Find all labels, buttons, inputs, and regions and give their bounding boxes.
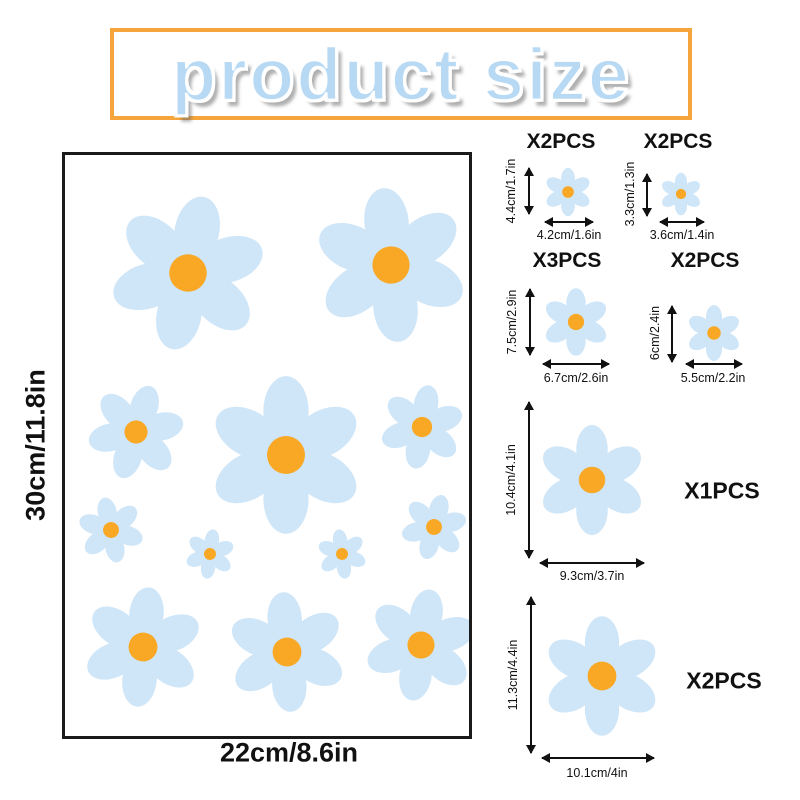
width-arrow — [659, 216, 705, 227]
height-arrow — [523, 167, 534, 215]
daisy-sticker — [305, 180, 469, 350]
spec-width-label: 9.3cm/3.7in — [559, 569, 625, 583]
height-arrow — [523, 401, 534, 559]
daisy-sticker — [313, 525, 371, 583]
daisy-sticker — [76, 581, 210, 713]
sticker-sheet — [62, 152, 472, 739]
spec-height-label: 10.4cm/4.1in — [504, 444, 518, 516]
spec-height-label: 4.4cm/1.7in — [504, 158, 518, 224]
spec-count: X1PCS — [684, 477, 760, 504]
spec-count: X3PCS — [532, 249, 602, 272]
sheet-width-label: 22cm/8.6in — [219, 737, 359, 768]
height-arrow — [641, 173, 652, 217]
spec-flower — [541, 288, 611, 356]
spec-flower — [543, 167, 593, 217]
spec-height-label: 3.3cm/1.3in — [623, 161, 637, 227]
spec-width-label: 6.7cm/2.6in — [543, 371, 609, 385]
spec-width-label: 3.6cm/1.4in — [649, 228, 715, 242]
spec-width-label: 5.5cm/2.2in — [680, 371, 746, 385]
spec-count: X2PCS — [643, 130, 713, 153]
daisy-sticker — [206, 376, 366, 534]
spec-height-label: 7.5cm/2.9in — [505, 289, 519, 355]
daisy-sticker — [393, 486, 469, 568]
height-arrow — [666, 305, 677, 363]
width-arrow — [542, 358, 610, 369]
daisy-sticker — [75, 371, 197, 493]
spec-flower — [536, 425, 648, 535]
page-title: product size — [170, 31, 631, 117]
daisy-sticker — [372, 378, 469, 476]
daisy-sticker — [181, 525, 239, 583]
spec-width-label: 4.2cm/1.6in — [536, 228, 602, 242]
daisy-sticker — [71, 490, 151, 570]
spec-flower — [541, 616, 663, 736]
daisy-sticker — [95, 180, 281, 366]
spec-height-label: 6cm/2.4in — [648, 305, 662, 361]
spec-count: X2PCS — [670, 249, 740, 272]
width-arrow — [539, 557, 645, 568]
spec-flower — [685, 305, 743, 361]
spec-height-label: 11.3cm/4.4in — [506, 639, 520, 711]
height-arrow — [524, 288, 535, 356]
sheet-flowers — [71, 180, 469, 717]
spec-count: X2PCS — [526, 130, 596, 153]
spec-width-label: 10.1cm/4in — [566, 766, 628, 780]
spec-count: X2PCS — [686, 667, 762, 694]
title-box: product size — [110, 28, 692, 120]
width-arrow — [544, 216, 594, 227]
sheet-height-label: 30cm/11.8in — [20, 369, 51, 521]
width-arrow — [685, 358, 743, 369]
spec-flower — [659, 172, 703, 216]
daisy-sticker — [222, 587, 352, 717]
width-arrow — [541, 752, 655, 763]
daisy-sticker — [355, 579, 469, 711]
height-arrow — [525, 596, 536, 754]
